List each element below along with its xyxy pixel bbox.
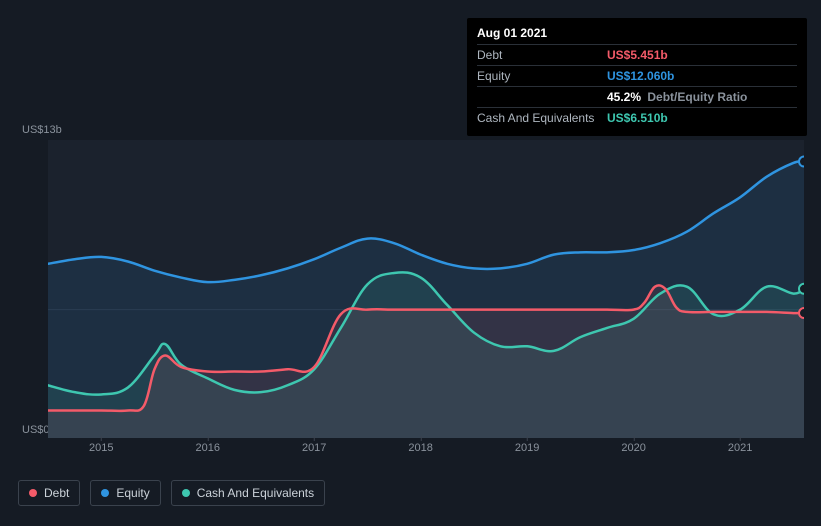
x-axis: 2015 2016 2017 2018 2019 2020 2021	[48, 442, 804, 462]
end-marker-debt	[799, 308, 804, 318]
x-tick: 2021	[728, 442, 752, 454]
tooltip-row: 45.2% Debt/Equity Ratio	[477, 86, 797, 107]
tooltip-row-value: US$12.060b	[607, 69, 674, 83]
tooltip-row: EquityUS$12.060b	[477, 65, 797, 86]
tooltip-row-value: 45.2% Debt/Equity Ratio	[607, 90, 747, 104]
x-tick: 2020	[621, 442, 645, 454]
tooltip-row-label	[477, 90, 607, 104]
x-tick: 2016	[195, 442, 219, 454]
chart-plot-area	[48, 140, 804, 438]
tooltip-row: DebtUS$5.451b	[477, 44, 797, 65]
x-tick: 2017	[302, 442, 326, 454]
legend-dot-icon	[182, 489, 190, 497]
legend-dot-icon	[101, 489, 109, 497]
tooltip-row-value: US$5.451b	[607, 48, 668, 62]
legend-item[interactable]: Cash And Equivalents	[171, 480, 325, 506]
legend-item[interactable]: Equity	[90, 480, 160, 506]
tooltip-rows: DebtUS$5.451bEquityUS$12.060b45.2% Debt/…	[477, 44, 797, 128]
y-axis-top-label: US$13b	[22, 124, 62, 136]
legend-dot-icon	[29, 489, 37, 497]
chart-tooltip: Aug 01 2021 DebtUS$5.451bEquityUS$12.060…	[467, 18, 807, 136]
tooltip-row-label: Debt	[477, 48, 607, 62]
y-axis-bottom-label: US$0	[22, 424, 50, 436]
tooltip-row-label: Cash And Equivalents	[477, 111, 607, 125]
chart-legend: Debt Equity Cash And Equivalents	[18, 480, 325, 506]
end-marker-cash	[799, 284, 804, 294]
x-tick: 2015	[89, 442, 113, 454]
legend-label: Equity	[116, 486, 149, 500]
end-marker-equity	[799, 157, 804, 167]
x-tick: 2019	[515, 442, 539, 454]
legend-label: Debt	[44, 486, 69, 500]
chart-container: Aug 01 2021 DebtUS$5.451bEquityUS$12.060…	[0, 0, 821, 526]
tooltip-date: Aug 01 2021	[477, 26, 797, 44]
legend-item[interactable]: Debt	[18, 480, 80, 506]
tooltip-row-label: Equity	[477, 69, 607, 83]
legend-label: Cash And Equivalents	[197, 486, 314, 500]
x-tick: 2018	[408, 442, 432, 454]
tooltip-row-value: US$6.510b	[607, 111, 668, 125]
tooltip-row: Cash And EquivalentsUS$6.510b	[477, 107, 797, 128]
chart-svg	[48, 140, 804, 438]
